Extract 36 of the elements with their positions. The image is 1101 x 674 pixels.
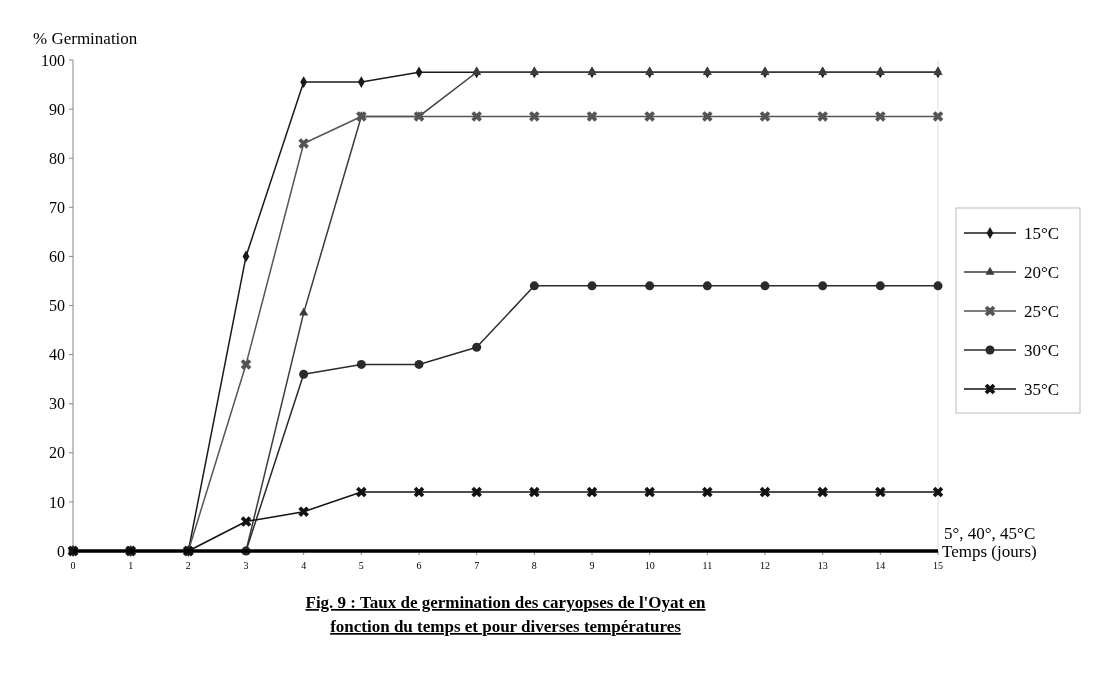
- y-tick-label: 80: [49, 149, 65, 167]
- y-tick-label: 90: [49, 100, 65, 118]
- x-tick-label: 0: [70, 560, 76, 571]
- y-tick-label: 100: [41, 51, 65, 69]
- x-tick-label: 6: [416, 560, 422, 571]
- y-tick-label: 60: [49, 248, 65, 265]
- x-tick-label: 10: [644, 560, 655, 571]
- x-axis-title: Temps (jours): [942, 541, 1037, 561]
- x-tick-label: 5: [358, 560, 364, 571]
- x-tick-label: 1: [128, 560, 134, 571]
- x-tick-label: 4: [301, 560, 307, 571]
- y-axis-title: % Germination: [33, 28, 138, 48]
- text: Fig. 9 : Taux de germination des caryopses de l'Oyat en fonction du temps et pour diverses températures: [305, 593, 707, 636]
- legend-label: 25°C: [1024, 301, 1060, 321]
- y-tick-label: 10: [49, 493, 65, 511]
- x-tick-label: 7: [474, 560, 480, 571]
- y-tick-label: 20: [49, 444, 65, 462]
- y-tick-label: 40: [49, 346, 65, 364]
- x-tick-label: 13: [817, 560, 828, 571]
- x-tick-label: 11: [702, 560, 713, 571]
- x-tick-label: 15: [933, 560, 943, 571]
- x-tick-label: 8: [531, 560, 537, 571]
- x-tick-label: 14: [875, 560, 886, 571]
- y-tick-label: 30: [49, 395, 65, 413]
- y-tick-label: 70: [49, 198, 65, 216]
- annotation: 5°, 40°, 45°C: [944, 524, 1036, 543]
- x-tick-label: 2: [185, 560, 191, 571]
- legend-label: 35°C: [1024, 379, 1060, 399]
- legend-label: 30°C: [1024, 340, 1060, 360]
- y-tick-label: 50: [49, 297, 65, 315]
- x-tick-label: 3: [243, 560, 249, 571]
- x-tick-label: 12: [760, 560, 770, 571]
- legend-label: 15°C: [1024, 223, 1060, 243]
- x-tick-label: 9: [589, 560, 595, 571]
- y-tick-label: 0: [57, 542, 65, 560]
- legend-label: 20°C: [1024, 262, 1060, 282]
